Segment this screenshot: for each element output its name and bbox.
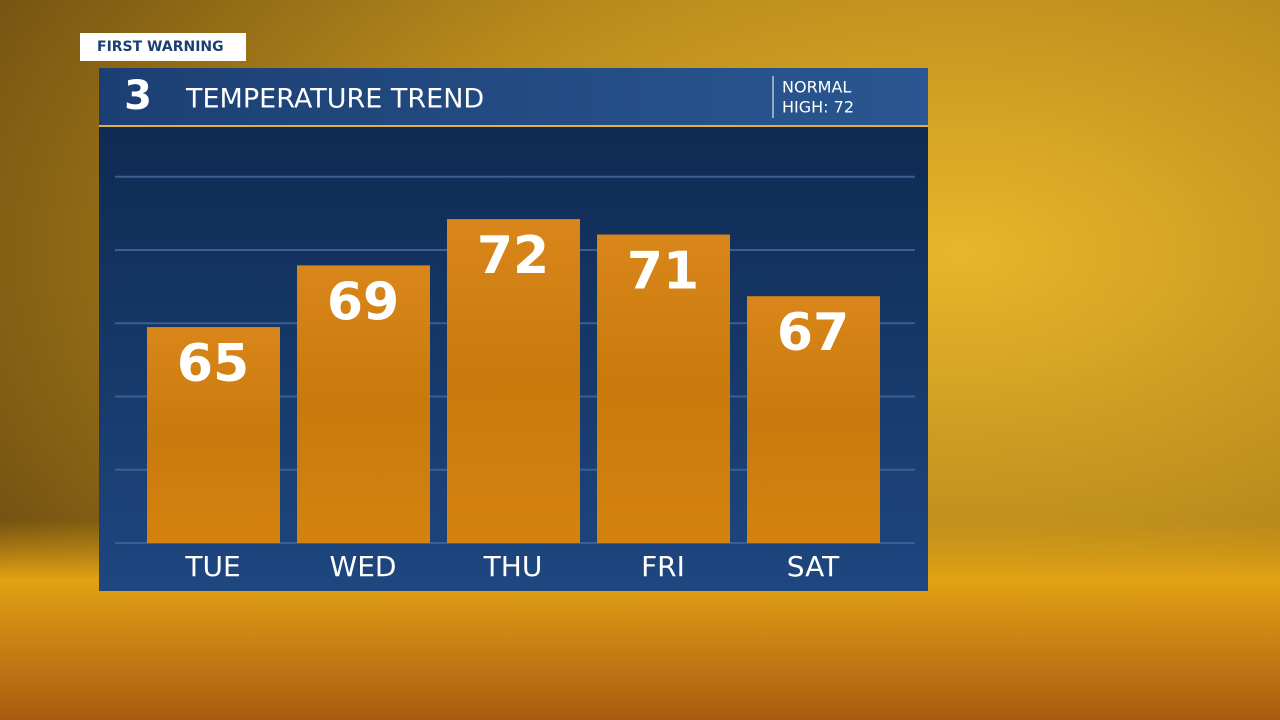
value-label: 69 [327,272,399,332]
note-line: NORMAL [782,78,851,97]
x-tick-label: TUE [184,550,240,583]
badge-box [80,33,246,61]
bar [597,234,730,544]
value-label: 71 [627,242,699,302]
chart-title: TEMPERATURE TREND [185,84,484,115]
x-tick-label: SAT [787,550,840,583]
header [99,68,928,126]
x-tick-label: FRI [641,550,685,583]
logo: 3 [124,73,152,119]
value-label: 65 [177,334,249,394]
value-label: 67 [777,303,849,363]
x-tick-label: THU [483,550,543,583]
value-label: 72 [477,226,549,286]
bar [447,219,580,543]
note-line: HIGH: 72 [782,98,854,117]
header-rule [99,125,928,127]
bar [147,327,280,543]
badge: FIRST WARNING [97,39,224,55]
x-tick-label: WED [330,550,397,583]
bar [297,265,430,543]
bar [747,296,880,543]
